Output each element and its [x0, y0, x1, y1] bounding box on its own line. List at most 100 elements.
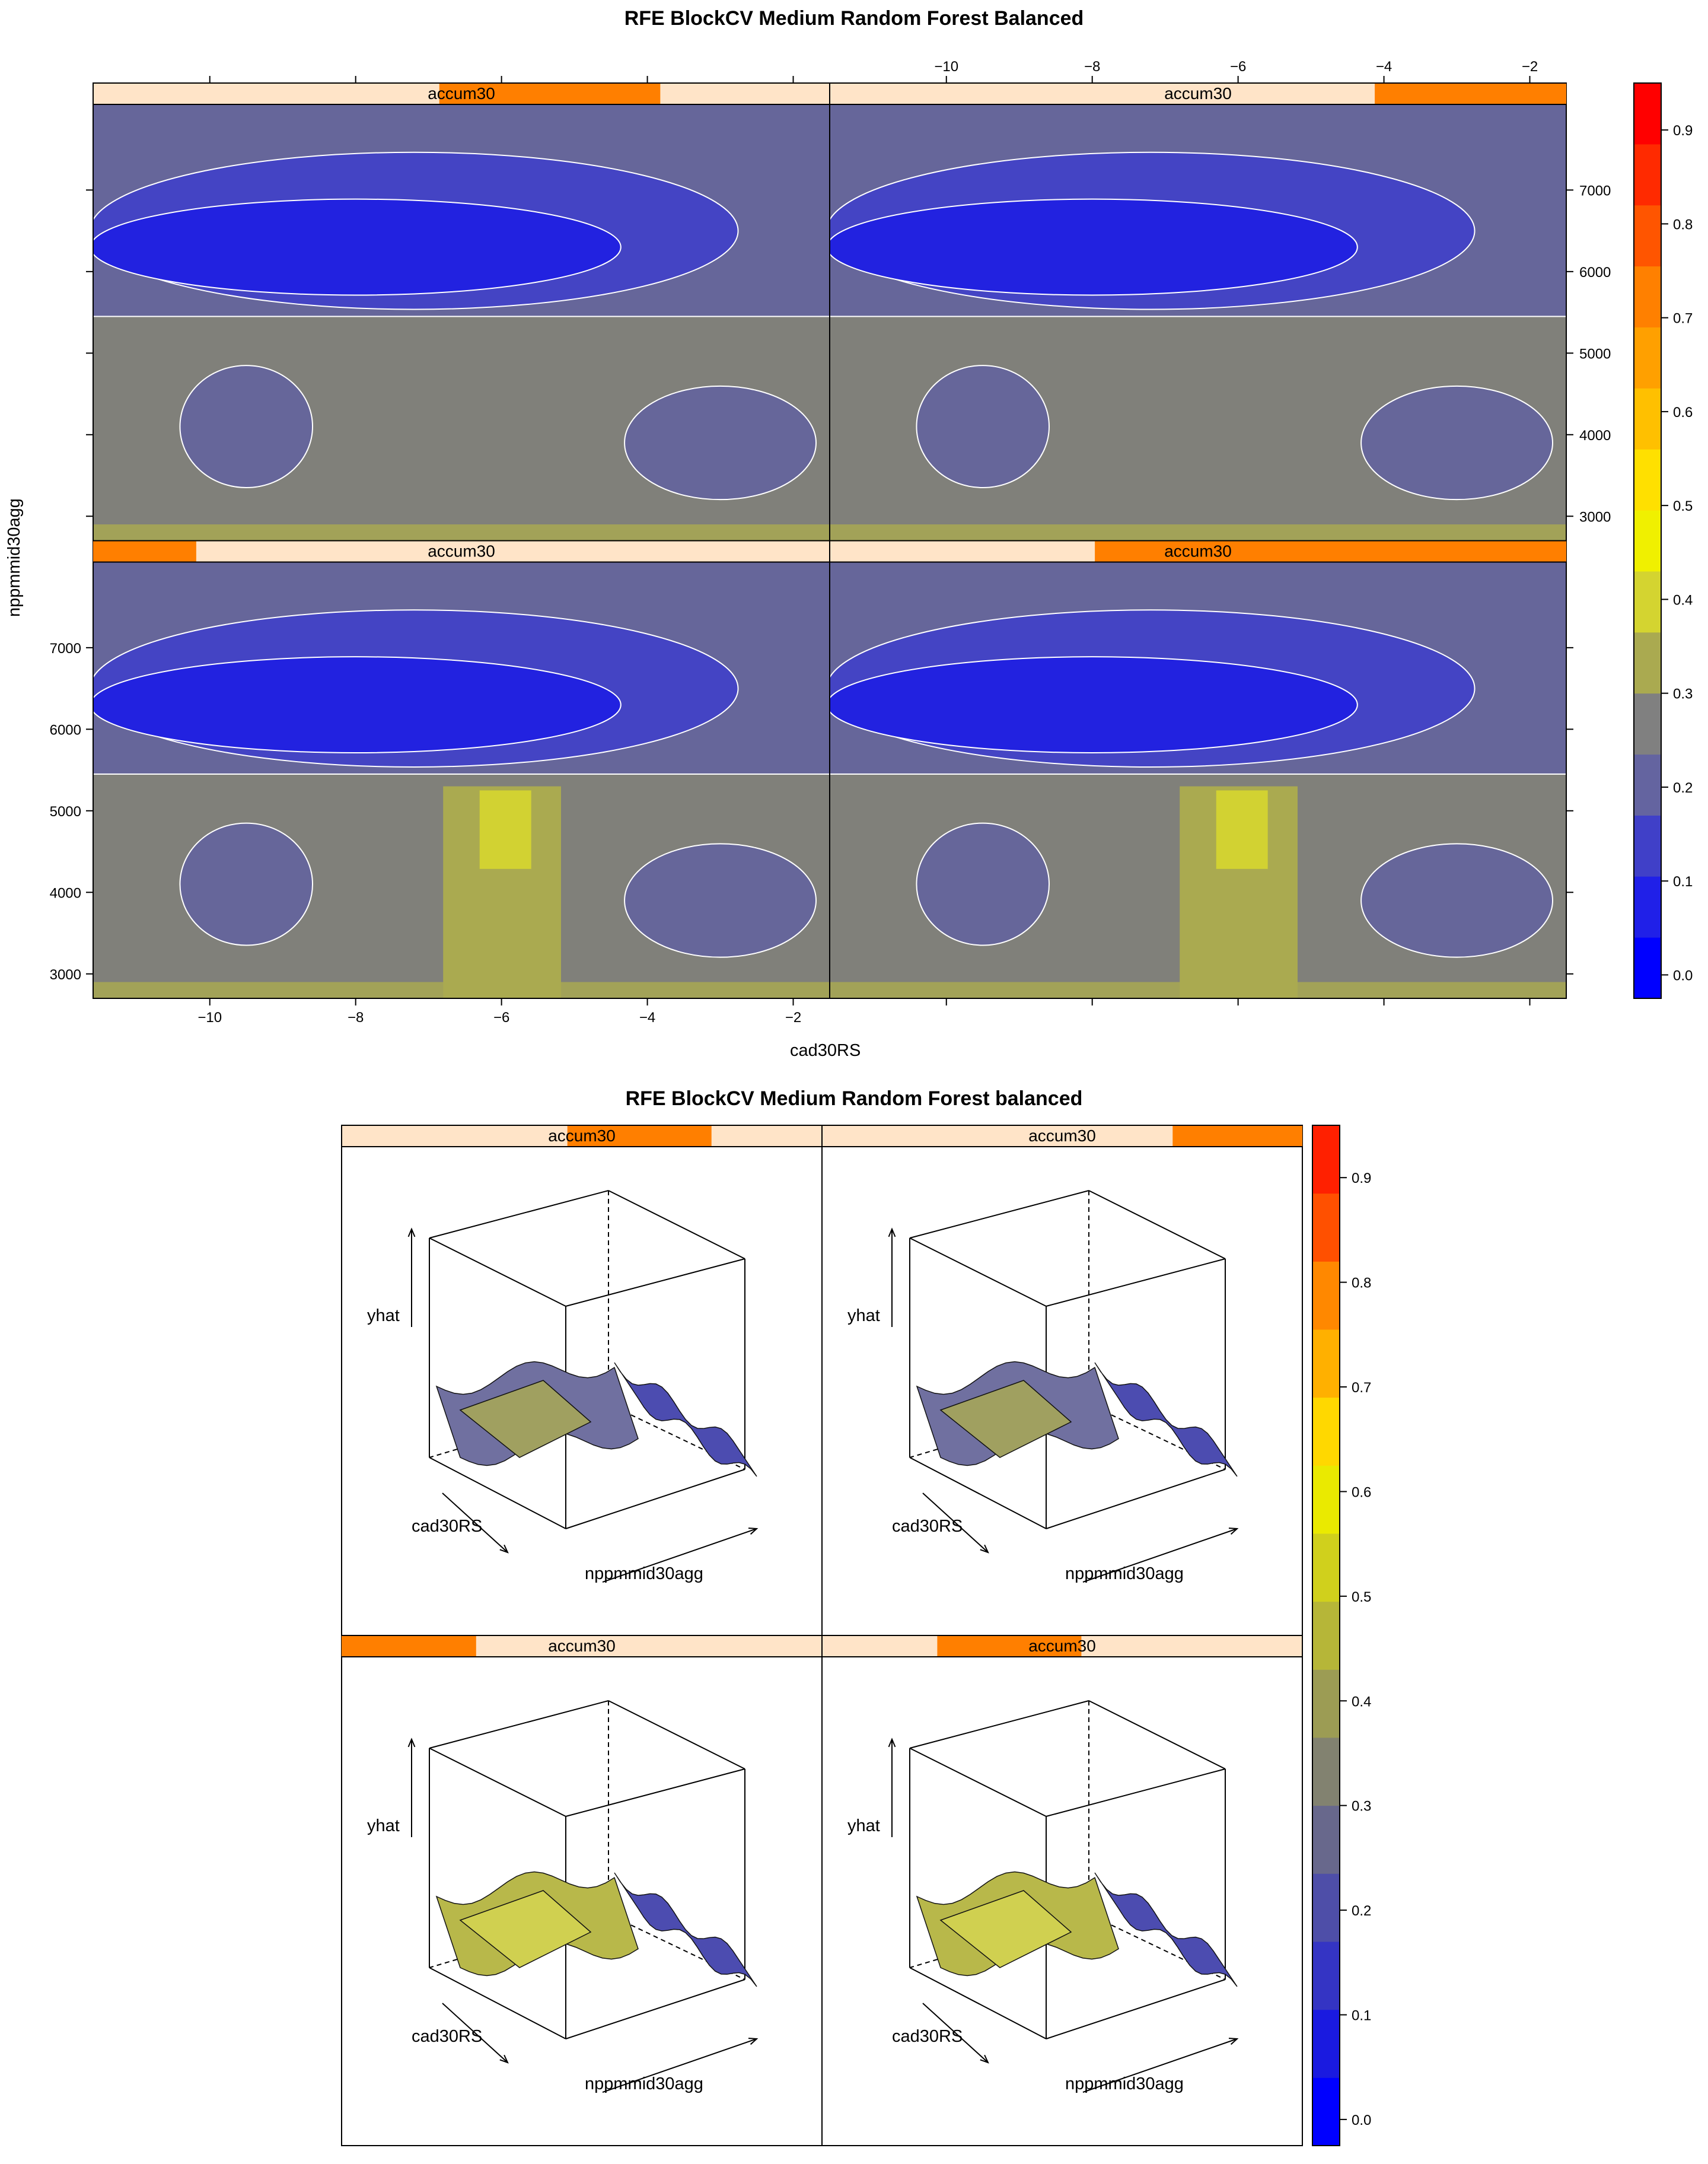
x-tick-label: −6: [1230, 59, 1246, 75]
x-axis-arrow: [922, 2003, 989, 2063]
region-low-blue: [93, 656, 622, 753]
bstrip-indicator-bottom-left: [342, 1636, 476, 1656]
region-yellow: [479, 790, 531, 869]
box-edge: [429, 1237, 566, 1307]
y-axis-arrow-head: [748, 1527, 759, 1535]
colorkey-label-bottom: 0.4: [1352, 1694, 1371, 1710]
colorkey-swatch-bottom: [1312, 1669, 1340, 1738]
colorkey-swatch-top: [1634, 876, 1661, 938]
y-tick-label: 7000: [50, 641, 81, 657]
y-axis-label: nppmmid30agg: [1065, 1564, 1184, 1583]
surface-right: [614, 1362, 757, 1477]
strip-label-top-left: accum30: [428, 84, 495, 103]
top-title: RFE BlockCV Medium Random Forest Balance…: [624, 7, 1084, 30]
colorkey-swatch-bottom: [1312, 1601, 1340, 1670]
box-edge: [429, 1967, 566, 2039]
colorkey-swatch-bottom: [1312, 1329, 1340, 1398]
x-tick-label: −10: [197, 1010, 222, 1026]
y-tick-label: 4000: [50, 885, 81, 901]
strip-label-bottom-right: accum30: [1164, 542, 1232, 561]
panel-frame-bottom-right: [829, 561, 1567, 999]
y-tick-label: 6000: [50, 722, 81, 738]
y-axis-arrow: [602, 1528, 757, 1583]
surface-mid: [459, 1380, 592, 1458]
x-tick-label: −4: [639, 1010, 655, 1026]
colorkey-label-top: 0.8: [1673, 217, 1693, 233]
colorkey-label-bottom: 0.5: [1352, 1589, 1371, 1605]
colorkey-swatch-top: [1634, 449, 1661, 511]
box-edge: [909, 1700, 1089, 1749]
surface-mid: [939, 1890, 1072, 1968]
box-edge: [429, 1748, 566, 1817]
colorkey-label-bottom: 0.9: [1352, 1170, 1371, 1186]
box-edge: [909, 1967, 1047, 2039]
bstrip-label-top-left: accum30: [548, 1126, 616, 1145]
y-axis-label: nppmmid30agg: [585, 2074, 703, 2093]
colorkey-swatch-top: [1634, 937, 1661, 999]
surface-right: [1094, 1872, 1238, 1987]
region-slate-1: [624, 843, 817, 958]
colorkey-label-top: 0.9: [1673, 123, 1693, 139]
z-axis-arrow-head: [888, 1737, 896, 1748]
box-edge: [608, 1700, 745, 1770]
colorkey-label-bottom: 0.1: [1352, 2007, 1371, 2023]
colorkey-label-top: 0.6: [1673, 405, 1693, 421]
strip-label-bottom-left: accum30: [428, 542, 495, 561]
box-edge: [1046, 1768, 1226, 1817]
colorkey-label-top: 0.7: [1673, 311, 1693, 327]
colorkey-swatch-top: [1634, 510, 1661, 572]
strip-label-top-right: accum30: [1164, 84, 1232, 103]
panel-top-right: [830, 104, 1566, 541]
colorkey-frame-top: [1633, 82, 1662, 999]
region-bottom: [93, 524, 830, 541]
y-axis-arrow-head: [748, 2038, 759, 2045]
box-edge: [429, 1190, 609, 1239]
colorkey-swatch-top: [1634, 388, 1661, 450]
colorkey-swatch-top: [1634, 266, 1661, 327]
region-slate-0: [179, 822, 314, 946]
colorkey-label-top: 0.5: [1673, 498, 1693, 514]
z-axis-label: yhat: [847, 1816, 880, 1835]
box-edge: [608, 1190, 745, 1259]
x-axis-arrow: [442, 1492, 508, 1553]
surface-mid: [459, 1890, 592, 1968]
bstrip-indicator-bottom-right: [937, 1636, 1082, 1656]
surface-right: [1094, 1362, 1238, 1477]
x-axis-arrow: [442, 2003, 508, 2063]
x-tick-label: −2: [1522, 59, 1538, 75]
y-tick-label: 3000: [1579, 509, 1611, 525]
strip-indicator-bottom-right: [1095, 541, 1566, 562]
surface-right: [614, 1872, 757, 1987]
y-axis-label: nppmmid30agg: [1065, 2074, 1184, 2093]
colorkey-label-bottom: 0.7: [1352, 1380, 1371, 1396]
y-tick-label: 5000: [1579, 346, 1611, 362]
x-axis-label: cad30RS: [412, 1517, 483, 1536]
z-axis-label: yhat: [847, 1306, 880, 1325]
region-low-blue: [93, 198, 622, 296]
bstrip-label-top-right: accum30: [1028, 1126, 1096, 1145]
colorkey-label-top: 0.3: [1673, 686, 1693, 702]
y-axis-arrow: [602, 2038, 757, 2093]
colorkey-label-bottom: 0.2: [1352, 1903, 1371, 1919]
x-axis-arrow-head: [499, 1544, 509, 1554]
colorkey-swatch-bottom: [1312, 2077, 1340, 2146]
z-axis-arrow-head: [407, 1227, 416, 1237]
x-tick-label: −8: [348, 1010, 364, 1026]
y-tick-label: 6000: [1579, 265, 1611, 281]
panel-bottom-right: [830, 562, 1566, 998]
region-bottom: [830, 982, 1566, 998]
box-edge: [1088, 1700, 1226, 1770]
panel-bottom-left: [93, 562, 830, 998]
y-axis-arrow-head: [1228, 1527, 1239, 1535]
colorkey-swatch-top: [1634, 205, 1661, 267]
surface-mid: [939, 1380, 1072, 1458]
box-edge: [909, 1457, 1047, 1529]
box-edge: [909, 1748, 1047, 1817]
colorkey-swatch-bottom: [1312, 1873, 1340, 1942]
x-axis-label: cad30RS: [892, 1517, 963, 1536]
box-edge: [909, 1190, 1089, 1239]
strip-indicator-top-left: [439, 84, 661, 104]
colorkey-swatch-top: [1634, 754, 1661, 816]
box-edge: [565, 1979, 745, 2039]
